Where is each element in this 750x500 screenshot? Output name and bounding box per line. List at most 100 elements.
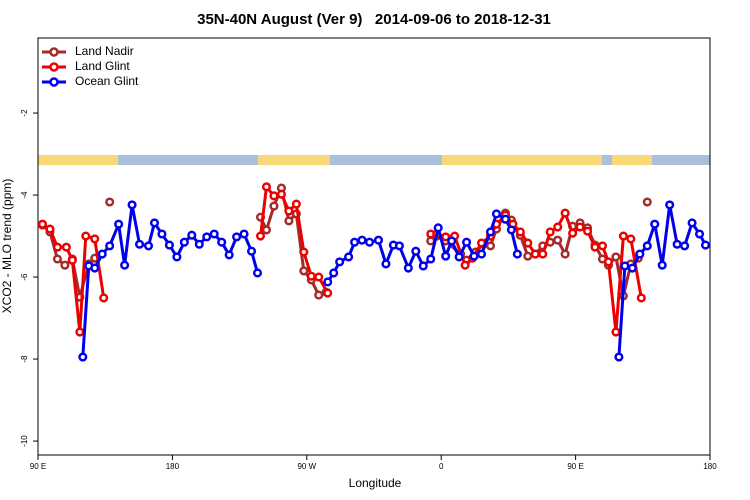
legend-marker — [49, 47, 59, 57]
data-point — [441, 251, 451, 261]
data-point — [187, 230, 197, 240]
data-point — [650, 219, 660, 229]
chart-title: 35N-40N August (Ver 9) 2014-09-06 to 201… — [197, 11, 551, 28]
data-point — [462, 237, 472, 247]
data-point — [611, 252, 621, 262]
data-point — [411, 246, 421, 256]
y-tick-label: -10 — [20, 435, 29, 447]
data-point — [90, 263, 100, 273]
data-point — [665, 200, 675, 210]
data-point — [323, 288, 333, 298]
data-point — [269, 191, 279, 201]
data-point — [52, 242, 62, 252]
data-point — [635, 249, 645, 259]
data-point — [560, 249, 570, 259]
data-point — [657, 260, 667, 270]
ocean-band — [38, 155, 710, 165]
data-point — [78, 352, 88, 362]
data-point — [590, 242, 600, 252]
data-point — [209, 229, 219, 239]
x-axis-label: Longitude — [349, 476, 402, 490]
data-point — [276, 189, 286, 199]
y-tick-label: -6 — [20, 273, 29, 281]
data-point — [269, 201, 279, 211]
data-point — [512, 249, 522, 259]
data-point — [75, 327, 85, 337]
data-point — [314, 272, 324, 282]
data-point — [299, 247, 309, 257]
data-point — [364, 237, 375, 247]
data-point — [306, 271, 316, 281]
data-point — [454, 252, 464, 262]
data-point — [344, 252, 354, 262]
data-point — [143, 241, 154, 251]
data-point — [506, 225, 516, 235]
data-point — [636, 293, 646, 303]
data-point — [627, 263, 637, 273]
data-point — [603, 257, 614, 267]
data-point — [202, 232, 212, 242]
data-point — [553, 222, 563, 232]
data-point — [127, 200, 137, 210]
data-point — [52, 254, 62, 264]
legend-label: Land Glint — [75, 59, 130, 73]
data-point — [687, 218, 697, 228]
data-point — [560, 208, 570, 218]
y-tick-label: -8 — [20, 355, 29, 363]
data-point — [224, 250, 234, 260]
data-point — [476, 249, 487, 259]
data-point — [582, 226, 593, 236]
data-point — [575, 222, 585, 232]
data-point — [61, 242, 71, 252]
data-point — [523, 251, 533, 261]
data-point — [485, 227, 496, 237]
land-band — [38, 155, 118, 165]
legend-marker — [49, 62, 59, 72]
data-point — [335, 257, 345, 267]
data-point — [642, 241, 652, 251]
data-point — [680, 241, 690, 251]
data-point — [179, 237, 189, 247]
data-point — [618, 231, 628, 241]
x-tick-label: 0 — [439, 462, 444, 471]
data-point — [261, 182, 272, 192]
data-point — [60, 260, 70, 270]
data-point — [620, 261, 630, 271]
data-point — [105, 197, 115, 207]
x-tick-label: 90 E — [567, 462, 583, 471]
data-point — [491, 209, 502, 219]
data-point — [614, 352, 624, 362]
data-point — [120, 260, 130, 270]
data-point — [37, 219, 48, 229]
data-point — [90, 234, 100, 244]
data-point — [97, 249, 107, 259]
data-point — [246, 246, 257, 256]
data-point — [447, 236, 457, 246]
data-point — [460, 260, 470, 270]
data-point — [523, 238, 533, 248]
data-point — [217, 237, 227, 247]
data-point — [626, 234, 636, 244]
data-point — [157, 229, 167, 239]
data-point — [314, 290, 324, 300]
data-point — [81, 231, 91, 241]
data-point — [642, 197, 652, 207]
data-point — [394, 241, 404, 251]
y-axis-label: XCO2 - MLO trend (ppm) — [0, 179, 14, 314]
data-point — [433, 223, 443, 233]
data-point — [45, 224, 55, 234]
data-point — [545, 227, 555, 237]
data-point — [350, 237, 360, 247]
land-band — [442, 155, 602, 165]
data-point — [611, 327, 621, 337]
x-tick-label: 180 — [703, 462, 717, 471]
data-point — [694, 229, 705, 239]
data-point — [426, 254, 436, 264]
data-point — [252, 268, 263, 278]
data-point — [323, 277, 333, 287]
data-point — [597, 241, 608, 251]
data-point — [469, 251, 479, 261]
land-band — [612, 155, 652, 165]
land-mask — [38, 155, 710, 165]
y-tick-label: -4 — [20, 191, 29, 199]
